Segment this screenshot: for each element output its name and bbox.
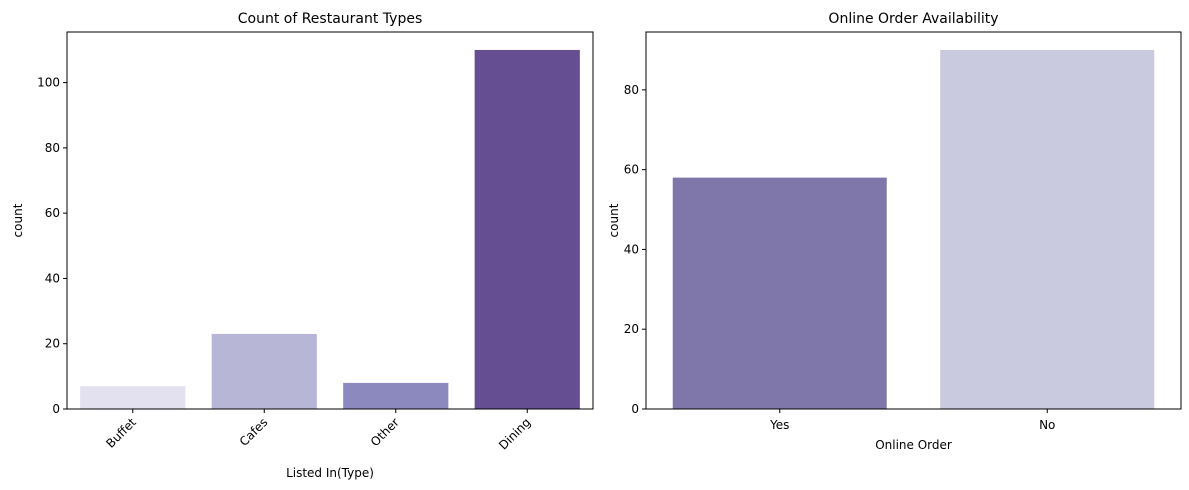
y-tick-label: 80 bbox=[624, 83, 639, 97]
y-tick-label: 100 bbox=[37, 76, 60, 90]
y-tick-label: 80 bbox=[45, 141, 60, 155]
axes-frame bbox=[66, 31, 594, 410]
y-tick-label: 20 bbox=[45, 337, 60, 351]
y-axis-label: count bbox=[607, 203, 621, 237]
bars-group bbox=[672, 49, 1155, 409]
y-tick-label: 40 bbox=[624, 242, 639, 256]
bar-cafes bbox=[211, 333, 317, 409]
bar-yes bbox=[672, 177, 887, 409]
bar-dining bbox=[474, 49, 580, 409]
x-axis-label: Listed In(Type) bbox=[286, 466, 374, 480]
y-tick-label: 0 bbox=[52, 402, 60, 416]
y-axis-label: count bbox=[11, 203, 25, 237]
x-tick-label: Yes bbox=[769, 418, 789, 432]
y-tick-label: 60 bbox=[45, 206, 60, 220]
axes-frame bbox=[645, 31, 1182, 410]
chart-title: Count of Restaurant Types bbox=[238, 11, 423, 27]
x-tick-label: No bbox=[1039, 418, 1055, 432]
y-tick-label: 0 bbox=[631, 402, 639, 416]
chart-title: Online Order Availability bbox=[828, 11, 998, 27]
bar-other bbox=[343, 382, 449, 409]
y-tick-label: 60 bbox=[624, 163, 639, 177]
y-tick-label: 40 bbox=[45, 271, 60, 285]
bars-group bbox=[80, 49, 580, 409]
chart-panel-restaurant-types: Count of Restaurant Types Listed In(Type… bbox=[11, 11, 594, 480]
y-tick-label: 20 bbox=[624, 322, 639, 336]
bar-buffet bbox=[80, 386, 186, 409]
bar-no bbox=[940, 49, 1155, 409]
chart-panel-online-order: Online Order Availability Online Order c… bbox=[607, 11, 1182, 452]
axes-group: 0 20 40 60 80 Yes No bbox=[624, 31, 1182, 432]
x-axis-label: Online Order bbox=[875, 438, 952, 452]
